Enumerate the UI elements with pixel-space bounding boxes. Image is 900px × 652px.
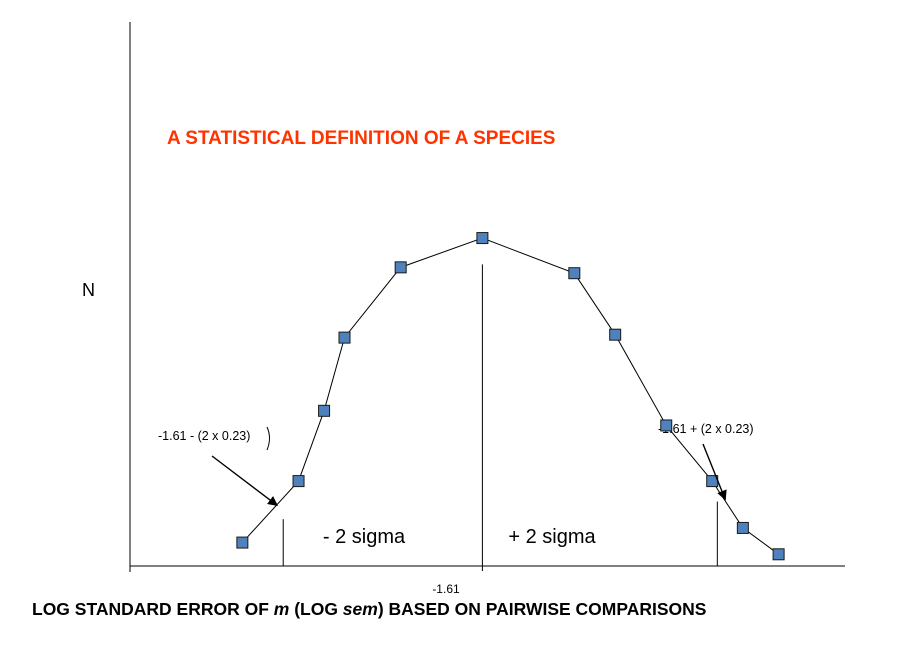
annotation-bracket <box>266 426 270 451</box>
data-point-7 <box>609 328 622 341</box>
x-axis-label-italic-sem: sem <box>343 599 378 619</box>
y-axis-label: N <box>82 280 95 300</box>
annotation-arrow-0 <box>211 455 279 507</box>
x-axis-label-part1: LOG STANDARD ERROR OF <box>32 599 274 619</box>
chart-title: A STATISTICAL DEFINITION OF A SPECIES <box>167 128 555 149</box>
data-point-6 <box>568 267 581 280</box>
x-axis-label: LOG STANDARD ERROR OF m (LOG sem) BASED … <box>32 599 706 619</box>
minus-2-sigma-label: - 2 sigma <box>323 526 406 548</box>
x-axis-label-part2: (LOG <box>289 599 342 619</box>
x-axis-label-italic-m: m <box>274 599 290 619</box>
data-point-8 <box>660 419 673 432</box>
data-point-1 <box>292 475 305 488</box>
plus-2-sigma-label: + 2 sigma <box>508 526 596 548</box>
data-point-3 <box>338 331 351 344</box>
data-point-5 <box>476 232 489 245</box>
lower-bound-annotation: -1.61 - (2 x 0.23) <box>158 429 250 443</box>
data-point-2 <box>318 404 331 417</box>
series-line-0 <box>241 237 779 555</box>
x-axis-label-part3: ) BASED ON PAIRWISE COMPARISONS <box>378 599 707 619</box>
data-point-0 <box>236 536 249 549</box>
x-tick-label: -1.61 <box>432 582 460 596</box>
upper-bound-annotation: -1.61 + (2 x 0.23) <box>658 422 754 436</box>
data-point-10 <box>736 521 749 534</box>
annotation-arrow-1 <box>702 443 727 501</box>
data-point-11 <box>772 548 785 561</box>
data-point-4 <box>394 261 407 274</box>
